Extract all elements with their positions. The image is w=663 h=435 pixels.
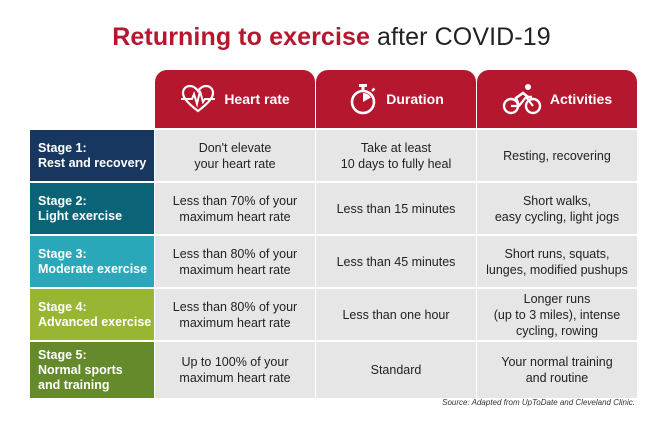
heart-rate-icon [180,84,216,114]
heart-rate-cell: Don't elevate your heart rate [155,130,315,181]
stage-label-5: Stage 5: Normal sports and training [30,342,154,398]
stage-name: Moderate exercise [38,261,148,276]
duration-cell: Less than 45 minutes [316,236,476,287]
source-note: Source: Adapted from UpToDate and Clevel… [442,398,635,407]
header-heart-rate-label: Heart rate [224,91,290,107]
stage-number: Stage 3: [38,246,87,261]
stage-label-1: Stage 1: Rest and recovery [30,130,154,181]
stage-label-3: Stage 3: Moderate exercise [30,236,154,287]
header-duration: Duration [316,70,476,128]
activities-cell: Your normal training and routine [477,342,637,398]
activities-cell: Longer runs (up to 3 miles), intense cyc… [477,289,637,340]
stage-name: Advanced exercise [38,314,152,329]
heart-rate-cell: Less than 80% of your maximum heart rate [155,289,315,340]
title-bold: Returning to exercise [112,23,370,51]
title-rest: after COVID-19 [370,23,551,51]
header-activities-label: Activities [549,91,613,107]
duration-cell: Less than one hour [316,289,476,340]
stage-label-2: Stage 2: Light exercise [30,183,154,234]
stage-number: Stage 4: [38,299,87,314]
duration-cell: Take at least 10 days to fully heal [316,130,476,181]
stage-name: Light exercise [38,208,123,223]
cyclist-icon [502,83,542,115]
header-duration-label: Duration [386,91,444,107]
activities-cell: Short runs, squats, lunges, modified pus… [477,236,637,287]
header-activities: Activities [477,70,637,128]
heart-rate-cell: Less than 80% of your maximum heart rate [155,236,315,287]
duration-cell: Less than 15 minutes [316,183,476,234]
activities-cell: Short walks, easy cycling, light jogs [477,183,637,234]
stage-name: Normal sports and training [38,362,123,392]
activities-cell: Resting, recovering [477,130,637,181]
heart-rate-cell: Up to 100% of your maximum heart rate [155,342,315,398]
stopwatch-icon [348,83,378,115]
heart-rate-cell: Less than 70% of your maximum heart rate [155,183,315,234]
stage-number: Stage 2: [38,193,87,208]
duration-cell: Standard [316,342,476,398]
stage-number: Stage 1: [38,140,87,155]
exercise-table: Heart rate Duration Activities [30,70,637,398]
header-heart-rate: Heart rate [155,70,315,128]
table-corner [30,70,154,128]
stage-name: Rest and recovery [38,155,147,170]
page-title: Returning to exercise after COVID-19 [0,22,663,52]
stage-label-4: Stage 4: Advanced exercise [30,289,154,340]
stage-number: Stage 5: [38,347,87,362]
